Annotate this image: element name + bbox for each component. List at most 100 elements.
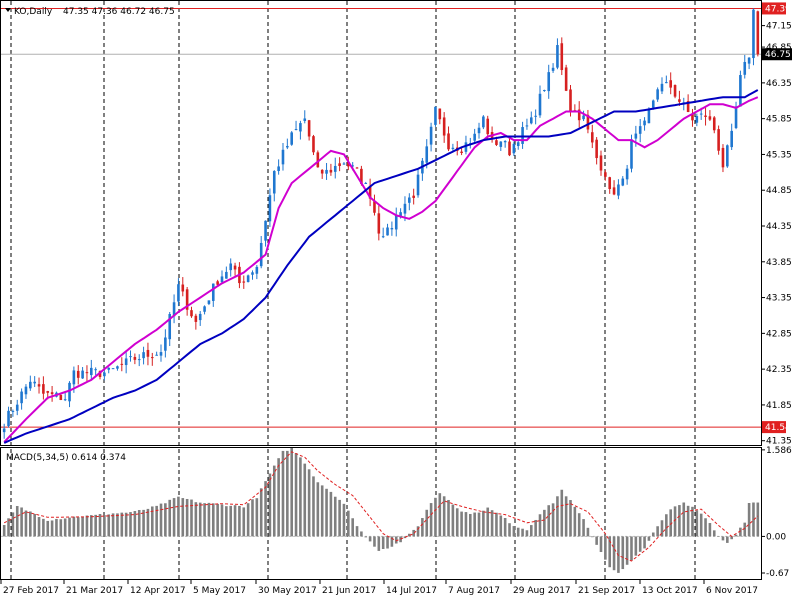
macd-histogram-bar bbox=[704, 518, 707, 537]
candle-body bbox=[730, 130, 733, 148]
macd-histogram-bar bbox=[229, 505, 233, 537]
macd-histogram-bar bbox=[133, 511, 137, 537]
macd-histogram-bar bbox=[94, 514, 97, 537]
macd-histogram-bar bbox=[142, 509, 145, 537]
candle-body bbox=[37, 384, 41, 387]
macd-histogram-bar bbox=[159, 503, 163, 537]
x-tick-label: 21 Jun 2017 bbox=[322, 586, 376, 596]
candle-body bbox=[194, 315, 198, 322]
symbol-label: KO,Daily bbox=[14, 7, 53, 17]
macd-histogram-bar bbox=[665, 514, 668, 537]
macd-histogram-bar bbox=[469, 513, 472, 537]
candle-body bbox=[529, 117, 533, 124]
macd-histogram-bar bbox=[473, 512, 476, 537]
price-axis: 47.15 46.85 46.35 45.85 45.35 44.85 44.35 43.85… bbox=[761, 22, 792, 447]
candle-body bbox=[508, 141, 511, 156]
macd-histogram-bar bbox=[438, 493, 442, 537]
macd-histogram-bar bbox=[429, 503, 433, 537]
candle-body bbox=[360, 168, 363, 184]
macd-histogram-bar bbox=[364, 536, 368, 538]
candle-body bbox=[172, 302, 176, 317]
candle-body bbox=[717, 129, 720, 151]
candle-body bbox=[190, 310, 193, 317]
candle-body bbox=[673, 85, 677, 97]
macd-histogram-bar bbox=[11, 512, 15, 537]
candle-body bbox=[429, 126, 433, 145]
y-tick-label: 44.85 bbox=[766, 186, 792, 196]
macd-histogram-bar bbox=[177, 496, 180, 537]
candle-body bbox=[20, 391, 23, 404]
macd-histogram-bar bbox=[630, 536, 633, 561]
macd-histogram-bar bbox=[255, 498, 259, 537]
macd-histogram-bar bbox=[425, 509, 429, 537]
candle-body bbox=[386, 227, 389, 236]
candle-body bbox=[660, 83, 664, 92]
candle-body bbox=[739, 75, 742, 107]
macd-histogram-bar bbox=[590, 536, 594, 538]
macd-histogram-bar bbox=[577, 513, 581, 537]
ohlc-readout: 47.35 47.36 46.72 46.75 bbox=[63, 7, 175, 17]
macd-histogram-bar bbox=[412, 529, 415, 537]
candle-body bbox=[29, 381, 32, 389]
macd-histogram-bar bbox=[621, 536, 625, 570]
macd-histogram-bar bbox=[394, 536, 398, 544]
candle-body bbox=[268, 195, 272, 222]
chart-frames bbox=[0, 0, 762, 580]
candle-body bbox=[63, 399, 67, 401]
candle-body bbox=[712, 117, 716, 131]
macd-histogram-bar bbox=[560, 489, 564, 537]
macd-histogram-bar bbox=[551, 503, 555, 537]
macd-histogram-bar bbox=[272, 465, 276, 537]
candle-body bbox=[460, 151, 463, 153]
candle-body bbox=[464, 142, 468, 152]
macd-histogram-bar bbox=[595, 536, 598, 545]
candle-body bbox=[556, 45, 559, 68]
candle-body bbox=[451, 147, 455, 149]
macd-histogram-bar bbox=[185, 498, 189, 537]
candle-body bbox=[516, 142, 520, 146]
macd-histogram-bar bbox=[464, 512, 468, 537]
candle-body bbox=[699, 113, 703, 115]
candle-body bbox=[756, 11, 760, 55]
candle-body bbox=[364, 182, 368, 184]
macd-signal-line bbox=[3, 451, 759, 562]
macd-histogram-bar bbox=[730, 536, 733, 540]
macd-histogram-bar bbox=[120, 512, 124, 537]
candle-body bbox=[211, 283, 215, 301]
candle-body bbox=[107, 367, 111, 370]
candle-body bbox=[68, 382, 71, 402]
macd-histogram-bar bbox=[695, 510, 699, 537]
candle-body bbox=[281, 149, 285, 165]
candle-body bbox=[438, 108, 442, 120]
candle-body bbox=[512, 143, 516, 154]
candle-body bbox=[272, 171, 276, 194]
macd-histogram-bar bbox=[216, 503, 219, 537]
macd-histogram-bar bbox=[116, 513, 119, 537]
macd-histogram-bar bbox=[599, 536, 603, 553]
candle-body bbox=[286, 145, 289, 148]
current-tag-text: 46.75 bbox=[765, 50, 791, 60]
macd-histogram-bar bbox=[368, 536, 372, 542]
chevron-down-icon[interactable] bbox=[5, 8, 11, 12]
candle-body bbox=[743, 61, 747, 75]
candle-body bbox=[368, 185, 372, 199]
current-tag-box bbox=[762, 48, 792, 61]
y-tick-label: 41.35 bbox=[766, 437, 792, 447]
candle-body bbox=[577, 109, 581, 121]
macd-histogram-bar bbox=[686, 505, 690, 537]
candle-body bbox=[651, 100, 655, 108]
candle-body bbox=[98, 371, 102, 378]
candle-body bbox=[595, 139, 598, 159]
macd-histogram-bar bbox=[137, 510, 141, 537]
macd-histogram-bar bbox=[90, 515, 93, 537]
macd-histogram-bar bbox=[81, 516, 84, 537]
candle-body bbox=[246, 275, 250, 283]
macd-histogram-bar bbox=[726, 536, 729, 543]
candle-body bbox=[621, 178, 625, 186]
candle-body bbox=[678, 99, 681, 102]
candle-body bbox=[137, 359, 141, 361]
macd-histogram-bar bbox=[516, 527, 520, 537]
candle-body bbox=[198, 313, 202, 321]
x-tick-label: 30 May 2017 bbox=[258, 586, 317, 596]
